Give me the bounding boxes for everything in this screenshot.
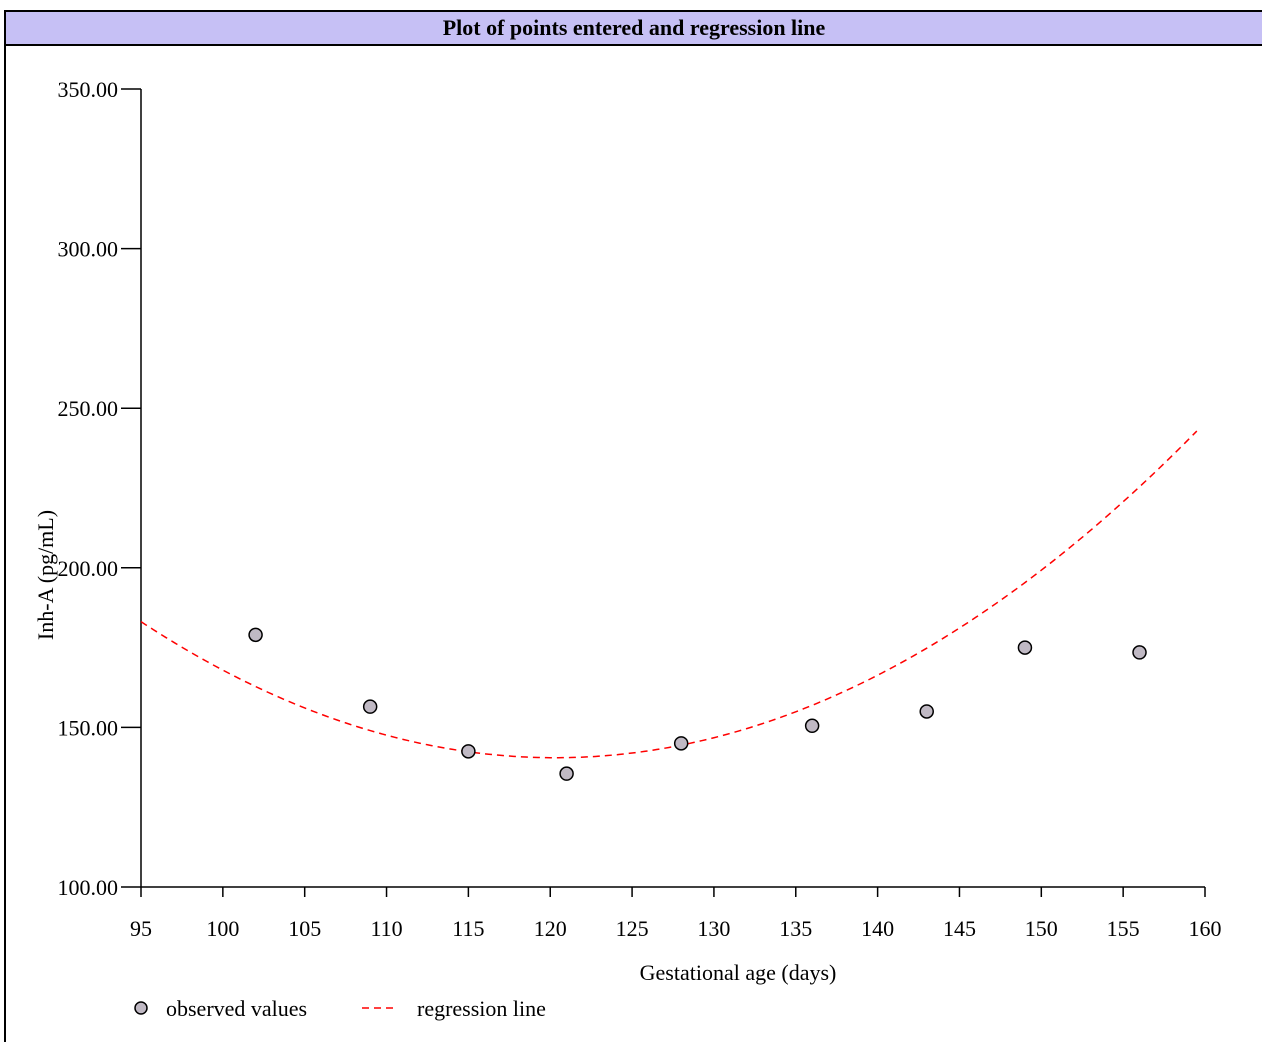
x-tick-label: 140: [861, 916, 894, 941]
x-tick-label: 115: [452, 916, 484, 941]
x-ticks: 95 100 105 110 115 120 125 130 135 140 145 150 155 16…: [130, 887, 1222, 941]
legend-observed-marker: [134, 1001, 148, 1015]
x-tick-label: 125: [616, 916, 649, 941]
legend: observed values regression line: [134, 996, 546, 1021]
regression-curve: [140, 430, 1198, 759]
observed-point: [919, 704, 934, 719]
y-tick-label: 200.00: [58, 556, 119, 581]
x-tick-label: 110: [370, 916, 402, 941]
x-axis-label: Gestational age (days): [640, 960, 837, 985]
y-ticks: 100.00 150.00 200.00 250.00 300.00 350.00: [58, 77, 141, 900]
chart-panel: Plot of points entered and regression li…: [4, 10, 1262, 1042]
observed-point: [362, 699, 378, 714]
legend-regression-label: regression line: [417, 996, 546, 1021]
x-tick-label: 160: [1189, 916, 1222, 941]
x-tick-label: 130: [697, 916, 730, 941]
observed-point: [461, 744, 476, 759]
regression-line: [140, 430, 1198, 759]
observed-point: [673, 736, 689, 751]
x-tick-label: 150: [1025, 916, 1058, 941]
observed-point: [559, 766, 574, 781]
x-tick-label: 105: [288, 916, 321, 941]
y-tick-label: 250.00: [58, 396, 119, 421]
y-tick-label: 150.00: [58, 715, 119, 740]
x-tick-label: 100: [206, 916, 239, 941]
chart-title: Plot of points entered and regression li…: [6, 12, 1262, 46]
observed-point: [1132, 645, 1147, 660]
x-tick-label: 120: [534, 916, 567, 941]
y-tick-label: 300.00: [58, 237, 119, 262]
observed-point: [804, 718, 820, 734]
y-tick-label: 100.00: [58, 875, 119, 900]
y-axis-label: Inh-A (pg/mL): [33, 510, 58, 640]
x-tick-label: 145: [943, 916, 976, 941]
x-tick-label: 135: [779, 916, 812, 941]
observed-point: [248, 627, 263, 643]
observed-point: [1017, 640, 1033, 655]
x-tick-label: 155: [1107, 916, 1140, 941]
x-tick-label: 95: [130, 916, 152, 941]
y-tick-label: 350.00: [58, 77, 119, 102]
legend-observed-label: observed values: [166, 996, 307, 1021]
observed-points: [248, 627, 1147, 781]
